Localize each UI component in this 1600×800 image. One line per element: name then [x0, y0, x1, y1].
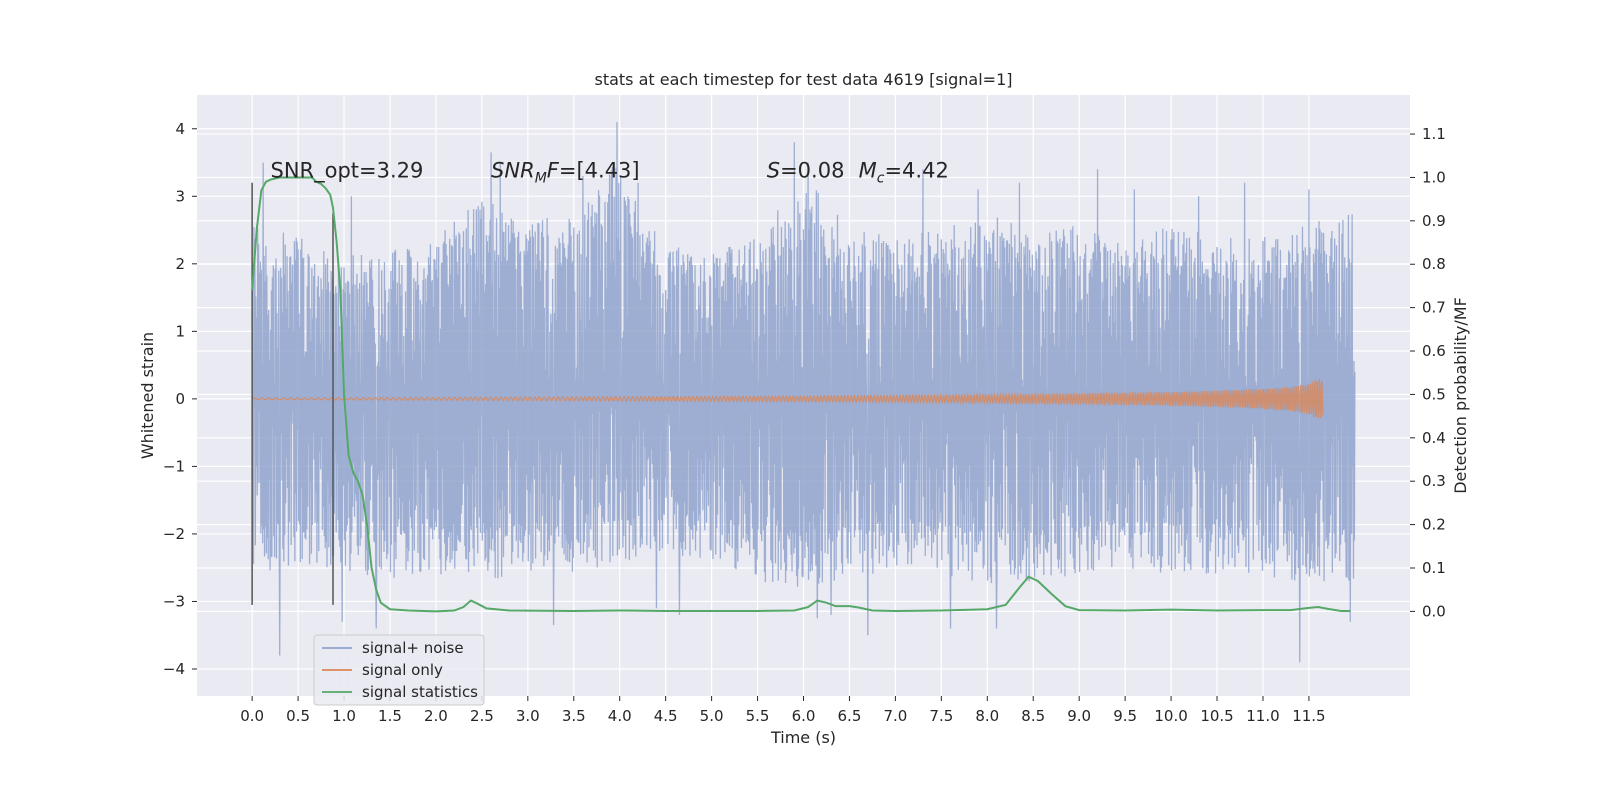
x-tick-label: 2.5 — [470, 707, 494, 725]
y2-tick-label: 0.4 — [1422, 429, 1446, 447]
legend-label-signal-only: signal only — [362, 661, 443, 679]
annotation-snr-mf: SNRMF=[4.43] — [491, 158, 640, 186]
s-value-symbol: S — [767, 158, 780, 182]
x-tick-label: 6.0 — [792, 707, 816, 725]
x-tick-label: 10.5 — [1200, 707, 1233, 725]
x-tick-label: 8.0 — [975, 707, 999, 725]
y-tick-label: 1 — [175, 322, 185, 340]
y-tick-label: −2 — [163, 525, 185, 543]
x-tick-label: 11.5 — [1292, 707, 1325, 725]
legend-box — [313, 634, 485, 706]
y2-tick-label: 0.3 — [1422, 472, 1446, 490]
series-signal-noise-line — [251, 122, 1356, 663]
y2-tick-label: 1.1 — [1422, 125, 1446, 143]
snr-mf-prefix: SNR — [491, 158, 535, 182]
x-tick-label: 7.5 — [929, 707, 953, 725]
x-tick-label: 5.5 — [746, 707, 770, 725]
data-layer — [251, 122, 1356, 663]
annotation-snr-opt: SNR_opt=3.29 — [271, 158, 424, 183]
x-tick-label: 5.0 — [700, 707, 724, 725]
y-tick-label: −4 — [163, 660, 185, 678]
x-tick-label: 4.5 — [654, 707, 678, 725]
x-tick-label: 10.0 — [1154, 707, 1187, 725]
y2-axis-label: Detection probability/MF — [1451, 297, 1470, 494]
x-axis-label: Time (s) — [770, 728, 836, 747]
annotation-s-value: S=0.08 — [767, 158, 845, 182]
legend-label-signal-statistics: signal statistics — [362, 683, 478, 701]
snr-mf-subscript: M — [535, 170, 547, 186]
y2-tick-label: 0.6 — [1422, 342, 1446, 360]
y-tick-label: 0 — [175, 390, 185, 408]
y-tick-label: 2 — [175, 255, 185, 273]
snr-mf-mid: F — [547, 158, 560, 182]
x-tick-label: 0.0 — [240, 707, 264, 725]
x-tick-label: 8.5 — [1021, 707, 1045, 725]
s-value-suffix: =0.08 — [780, 158, 844, 182]
x-tick-label: 3.5 — [562, 707, 586, 725]
y-tick-label: 4 — [175, 120, 185, 138]
annotation-mc-value: Mc=4.42 — [859, 158, 949, 186]
y2-tick-label: 0.8 — [1422, 255, 1446, 273]
x-tick-label: 11.0 — [1246, 707, 1279, 725]
y2-tick-label: 0.1 — [1422, 559, 1446, 577]
ticks: 0.0 0.5 1.0 1.5 2.0 2.5 3.0 3.5 4.0 4.5 5.0 5.5 6.0 6… — [163, 120, 1446, 725]
y2-tick-label: 0.0 — [1422, 602, 1446, 620]
x-tick-label: 1.0 — [332, 707, 356, 725]
y2-tick-label: 0.5 — [1422, 385, 1446, 403]
y-tick-label: −1 — [163, 457, 185, 475]
series-signal-only-line — [251, 379, 1324, 419]
y2-tick-label: 1.0 — [1422, 168, 1446, 186]
legend-label-signal-noise: signal+ noise — [362, 639, 464, 657]
y2-tick-label: 0.2 — [1422, 516, 1446, 534]
x-tick-label: 9.0 — [1067, 707, 1091, 725]
x-tick-label: 6.5 — [838, 707, 862, 725]
x-tick-label: 3.0 — [516, 707, 540, 725]
x-tick-label: 1.5 — [378, 707, 402, 725]
legend: signal+ noise signal only signal statist… — [313, 634, 485, 706]
y2-tick-label: 0.9 — [1422, 212, 1446, 230]
x-tick-label: 7.0 — [883, 707, 907, 725]
chart-title: stats at each timestep for test data 461… — [594, 70, 1012, 89]
series-signal-statistics-line — [251, 176, 1351, 613]
x-tick-label: 4.0 — [608, 707, 632, 725]
annotations: SNR_opt=3.29 SNRMF=[4.43] S=0.08 Mc=4.42 — [271, 158, 949, 186]
x-tick-label: 2.0 — [424, 707, 448, 725]
mc-value-symbol: M — [859, 158, 877, 182]
x-tick-label: 0.5 — [286, 707, 310, 725]
y-tick-label: −3 — [163, 592, 185, 610]
mc-value-suffix: =4.42 — [884, 158, 948, 182]
y-tick-label: 3 — [175, 187, 185, 205]
mc-value-subscript: c — [877, 170, 885, 186]
y2-tick-label: 0.7 — [1422, 299, 1446, 317]
snr-mf-suffix: =[4.43] — [559, 158, 640, 182]
y-axis-label: Whitened strain — [138, 332, 157, 459]
x-tick-label: 9.5 — [1113, 707, 1137, 725]
